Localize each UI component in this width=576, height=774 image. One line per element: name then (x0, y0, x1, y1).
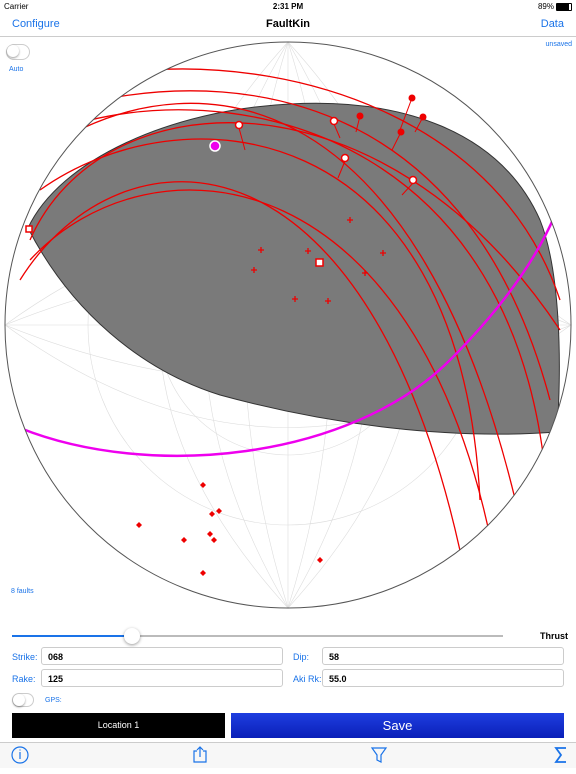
diamonds (136, 482, 323, 576)
edge-marker (25, 225, 33, 233)
gps-toggle[interactable] (12, 693, 34, 707)
fault-planes (19, 68, 561, 601)
slip-markers (234, 94, 427, 196)
save-button[interactable]: Save (231, 713, 564, 738)
dip-field[interactable]: 58 (322, 647, 564, 665)
slider-track (132, 635, 503, 637)
slider-fill (12, 635, 132, 637)
filter-icon[interactable] (370, 747, 388, 763)
tab-bar (0, 742, 576, 768)
slider-thumb[interactable] (124, 628, 140, 644)
battery: 89% (537, 2, 554, 11)
magenta-pole (209, 140, 221, 152)
info-icon[interactable] (11, 746, 29, 764)
share-icon[interactable] (193, 746, 207, 763)
location-button[interactable]: Location 1 (12, 713, 225, 738)
battery-icon (556, 3, 572, 11)
auto-label: Auto (9, 66, 24, 73)
dip-label: Dip: (293, 652, 310, 662)
carrier: Carrier (4, 2, 29, 11)
net-circle (4, 41, 572, 609)
strike-label: Strike: (12, 652, 38, 662)
rake-field[interactable]: 125 (41, 669, 283, 687)
nav-divider (0, 36, 576, 37)
configure-button[interactable]: Configure (12, 18, 60, 30)
strike-field[interactable]: 068 (41, 647, 283, 665)
mean-marker (315, 258, 324, 267)
crosses (251, 217, 386, 304)
sum-icon[interactable] (554, 747, 566, 763)
shaded-region (27, 102, 560, 435)
stereonet[interactable] (0, 37, 576, 617)
time: 2:31 PM (272, 2, 304, 11)
data-button[interactable]: Data (540, 18, 564, 30)
fault-count: 8 faults (11, 588, 34, 595)
magenta-plane (19, 214, 557, 458)
net-grid (5, 42, 571, 608)
aki-label: Aki Rk: (293, 674, 322, 684)
save-status: unsaved (545, 41, 572, 48)
rake-label: Rake: (12, 674, 36, 684)
slider-label: Thrust (540, 631, 568, 641)
auto-toggle[interactable] (6, 44, 30, 60)
tab-icons (11, 746, 566, 764)
aki-field[interactable]: 55.0 (322, 669, 564, 687)
gps-label: GPS: (45, 697, 62, 704)
nav-title: FaultKin (266, 18, 310, 30)
